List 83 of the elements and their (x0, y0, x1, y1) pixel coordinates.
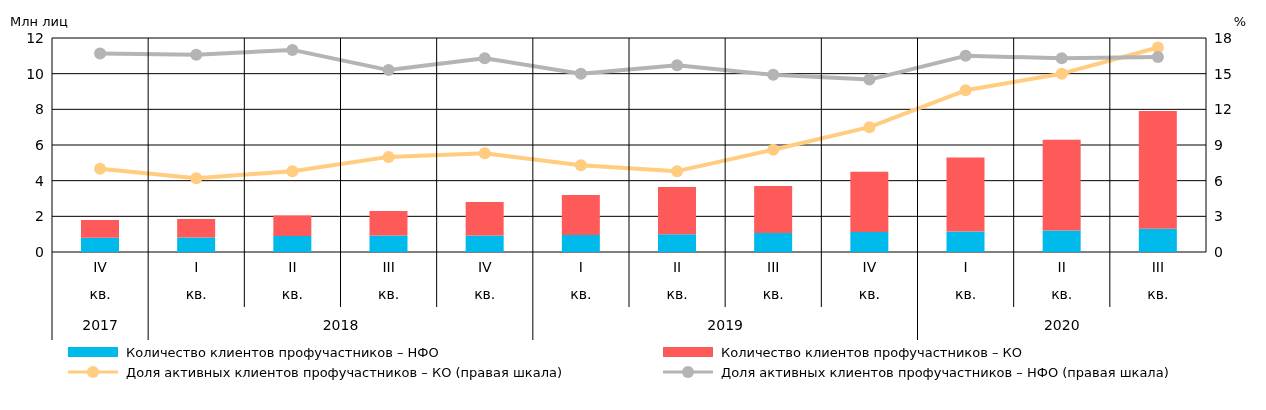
point (1055, 52, 1068, 65)
point (863, 73, 876, 86)
point (671, 59, 684, 72)
y2-tick-label: 15 (1214, 65, 1232, 82)
text: 2017 (82, 317, 118, 333)
y-tick-label: 8 (35, 101, 44, 118)
bar (946, 157, 985, 232)
y-tick-label: 12 (26, 29, 44, 46)
bar (81, 219, 119, 238)
point (767, 68, 780, 81)
point (286, 43, 299, 56)
text: 2019 (707, 317, 743, 333)
point (574, 159, 587, 172)
y2-tick-label: 12 (1214, 101, 1232, 118)
bar (81, 237, 119, 252)
point (671, 165, 684, 178)
x-tick-label: I кв. (955, 259, 977, 302)
y-tick-label: 10 (26, 65, 44, 82)
y-axis-title: Млн лиц (10, 14, 68, 29)
point (959, 49, 972, 62)
x-tick-label: II кв. (281, 259, 303, 302)
y2-tick-label: 0 (1214, 243, 1223, 260)
bar (465, 202, 504, 236)
x-tick-label: IV кв. (858, 259, 880, 302)
point (1151, 51, 1164, 64)
bar (561, 194, 600, 236)
bar (754, 232, 793, 252)
text: 2018 (322, 317, 359, 333)
bar (177, 237, 216, 252)
x-tick-label: IV кв. (89, 259, 111, 302)
point (94, 162, 107, 175)
point (190, 48, 203, 61)
y2-tick-label: 9 (1214, 136, 1223, 153)
x-tick-label: I кв. (185, 259, 207, 302)
point (94, 47, 107, 60)
bar (658, 186, 696, 235)
point (382, 64, 395, 77)
x-tick-label: III кв. (1147, 259, 1169, 302)
bar (1042, 230, 1081, 252)
bar (1138, 228, 1177, 252)
point (478, 147, 491, 160)
point (574, 67, 587, 80)
y-tick-label: 4 (35, 172, 45, 189)
bar (561, 235, 600, 252)
point (959, 84, 972, 97)
bar (273, 215, 312, 236)
x-tick-label: III кв. (762, 259, 784, 302)
y2-axis-title: % (1233, 14, 1246, 29)
bar (273, 235, 312, 252)
point (286, 165, 299, 178)
point (382, 150, 395, 163)
y2-tick-label: 3 (1214, 208, 1223, 225)
bar (850, 232, 889, 252)
x-tick-label: III кв. (378, 259, 400, 302)
point (478, 52, 491, 65)
legend-label: Количество клиентов профучастников – НФО (126, 344, 439, 360)
y-tick-label: 6 (35, 136, 45, 153)
x-tick-label: I кв. (570, 259, 592, 302)
bar (369, 235, 408, 252)
legend-label: Доля активных клиентов профучастников – НФО (правая шкала) (721, 364, 1169, 380)
legend-label: Доля активных клиентов профучастников – КО (правая шкала) (126, 364, 562, 380)
point (863, 121, 876, 134)
bar (658, 234, 696, 252)
y-tick-label: 2 (35, 208, 44, 225)
bar (850, 171, 889, 233)
bar (465, 235, 504, 252)
point (767, 143, 780, 156)
bar (1138, 111, 1177, 229)
y2-tick-label: 6 (1214, 172, 1223, 189)
bar (754, 186, 793, 233)
legend-label: Количество клиентов профучастников – КО (721, 344, 1023, 360)
bar (177, 219, 216, 238)
bar (946, 231, 985, 252)
bar (1042, 139, 1081, 231)
x-tick-label: IV кв. (474, 259, 496, 302)
point (1055, 67, 1068, 80)
y2-tick-label: 18 (1214, 29, 1232, 46)
text: 2020 (1043, 317, 1080, 333)
point (190, 172, 203, 185)
bar (369, 210, 408, 236)
x-tick-label: II кв. (1051, 259, 1073, 302)
x-tick-label: II кв. (666, 259, 688, 302)
y-tick-label: 0 (35, 243, 44, 260)
